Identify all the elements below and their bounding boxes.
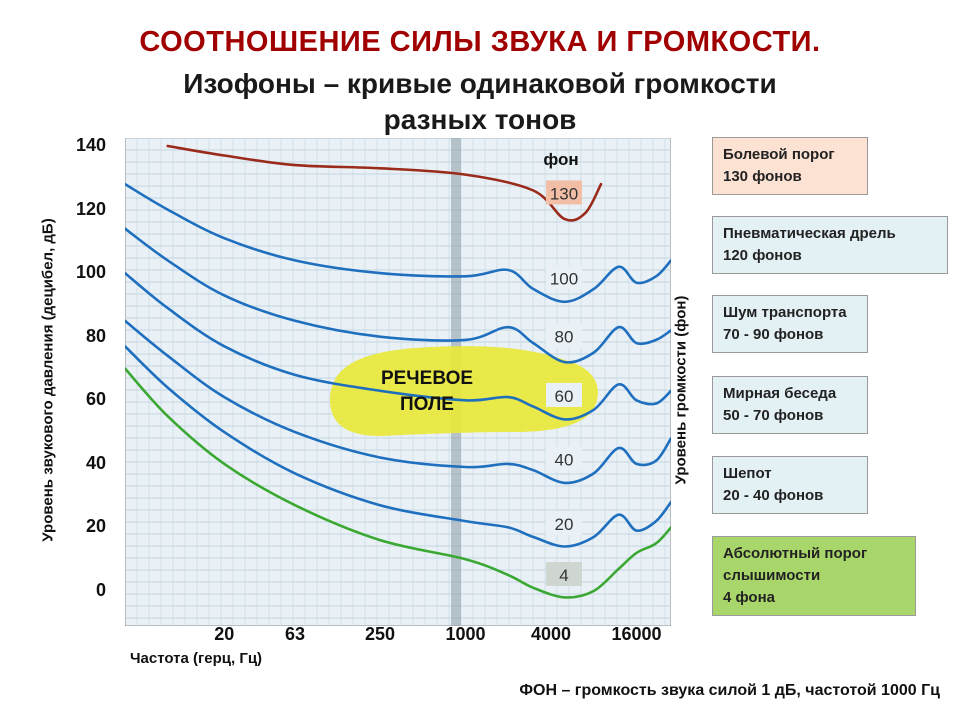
speech-area-blob bbox=[330, 346, 598, 436]
isophone-line-20 bbox=[125, 345, 671, 548]
series-label-bg-80 bbox=[546, 323, 583, 348]
x-tick-label: 250 bbox=[364, 624, 396, 644]
series-label-60: 60 bbox=[555, 387, 574, 406]
isophone-line-80 bbox=[125, 227, 671, 364]
y-tick-label: 0 bbox=[95, 580, 106, 600]
info-box: Мирная беседа 50 - 70 фонов bbox=[712, 376, 868, 434]
footer-note: ФОН – громкость звука силой 1 дБ, частот… bbox=[519, 682, 940, 699]
y-tick-label: 40 bbox=[85, 452, 106, 473]
info-box-text: Пневматическая дрель bbox=[723, 225, 896, 242]
slide-title: СООТНОШЕНИЕ СИЛЫ ЗВУКА И ГРОМКОСТИ. bbox=[139, 26, 821, 58]
y-tick-label: 80 bbox=[85, 325, 106, 346]
x-tick-label: 63 bbox=[284, 624, 306, 644]
info-box: Шум транспорта 70 - 90 фонов bbox=[712, 295, 868, 353]
isophone-line-100 bbox=[125, 182, 671, 304]
series-label-bg-60 bbox=[546, 382, 583, 407]
y-tick-label: 140 bbox=[75, 135, 106, 155]
x-tick-label: 4000 bbox=[530, 624, 572, 644]
info-box-text: слышимости bbox=[723, 567, 821, 584]
x-tick-label: 16000 bbox=[611, 624, 662, 644]
series-lines bbox=[125, 144, 671, 599]
info-box-text: 50 - 70 фонов bbox=[723, 407, 824, 424]
x-tick-label: 1000 bbox=[445, 624, 486, 644]
series-labels: 130 100 80 60 40 20 4 bbox=[546, 180, 583, 587]
speech-area-line-2: ПОЛЕ bbox=[400, 394, 454, 415]
chart-plot-area: 130 100 80 60 40 20 4 фон bbox=[125, 138, 671, 626]
speech-area-line-1: РЕЧЕВОЕ bbox=[380, 368, 474, 389]
series-label-40: 40 bbox=[555, 451, 574, 470]
isophone-line-60 bbox=[125, 271, 671, 421]
isophone-line-40 bbox=[125, 319, 671, 485]
y-tick-label: 100 bbox=[75, 262, 106, 283]
series-label-100: 100 bbox=[550, 269, 578, 288]
info-box: Шепот 20 - 40 фонов bbox=[712, 456, 868, 514]
info-box-text: 70 - 90 фонов bbox=[723, 326, 824, 343]
info-box: Болевой порог 130 фонов bbox=[712, 137, 868, 195]
series-label-bg-130 bbox=[546, 180, 583, 205]
y-tick-label: 60 bbox=[85, 389, 106, 410]
series-label-4: 4 bbox=[559, 566, 568, 585]
info-box: Абсолютный порог слышимости 4 фона bbox=[712, 536, 916, 616]
fon-unit-label: фон bbox=[543, 150, 578, 169]
series-label-bg-4 bbox=[546, 562, 583, 587]
series-label-130: 130 bbox=[550, 184, 578, 203]
y-tick-label: 120 bbox=[75, 198, 106, 219]
info-box-text: Шепот bbox=[723, 465, 772, 482]
series-label-80: 80 bbox=[555, 328, 574, 347]
series-label-bg-100 bbox=[546, 265, 583, 290]
info-box-text: Шум транспорта bbox=[723, 304, 847, 321]
info-box-text: Болевой порог bbox=[723, 146, 835, 163]
info-box-text: Абсолютный порог bbox=[723, 545, 868, 562]
series-label-bg-40 bbox=[546, 446, 583, 471]
info-box-text: Мирная беседа bbox=[723, 385, 837, 402]
info-box-text: 4 фона bbox=[723, 589, 776, 606]
info-box-text: 130 фонов bbox=[723, 168, 802, 185]
speech-area-label: РЕЧЕВОЕ ПОЛЕ bbox=[352, 366, 502, 418]
y-tick-label: 20 bbox=[85, 516, 106, 537]
info-box: Пневматическая дрель 120 фонов bbox=[712, 216, 948, 274]
series-label-bg-20 bbox=[546, 511, 583, 536]
isophone-line-4 bbox=[125, 367, 671, 599]
subtitle-line-2: разных тонов bbox=[383, 104, 577, 135]
y-axis-label: Уровень звукового давления (децибел, дБ) bbox=[39, 218, 57, 542]
info-box-text: 20 - 40 фонов bbox=[723, 487, 824, 504]
slide-subtitle: Изофоны – кривые одинаковой громкости ра… bbox=[0, 66, 960, 138]
isophone-line-130 bbox=[166, 144, 603, 222]
subtitle-line-1: Изофоны – кривые одинаковой громкости bbox=[183, 68, 777, 99]
x-tick-label: 20 bbox=[214, 624, 235, 644]
x-axis-label: Частота (герц, Гц) bbox=[130, 650, 263, 667]
y-axis-label-right: Уровень громкости (фон) bbox=[672, 295, 690, 485]
info-box-text: 120 фонов bbox=[723, 247, 802, 264]
series-label-20: 20 bbox=[555, 515, 574, 534]
